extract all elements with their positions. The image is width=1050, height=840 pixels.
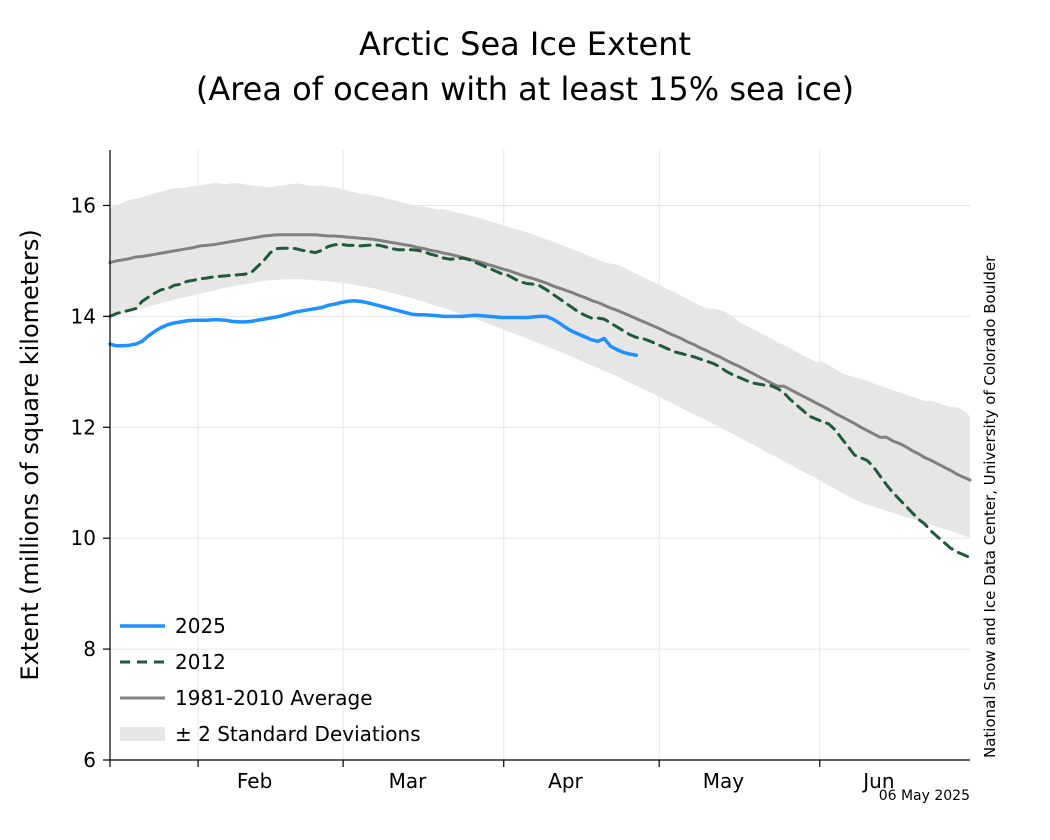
- legend-swatch-band: [120, 727, 165, 741]
- credit-text: National Snow and Ice Data Center, Unive…: [981, 255, 999, 758]
- y-tick-label: 14: [71, 304, 96, 328]
- y-tick-label: 16: [71, 193, 96, 217]
- y-tick-label: 10: [71, 526, 96, 550]
- y-tick-label: 12: [71, 415, 96, 439]
- legend-label: 2025: [175, 614, 226, 638]
- chart-svg: 6810121416FebMarAprMayJunExtent (million…: [0, 0, 1050, 840]
- x-tick-label: Feb: [237, 769, 272, 793]
- x-tick-label: May: [703, 769, 745, 793]
- x-tick-label: Mar: [389, 769, 428, 793]
- y-axis-label: Extent (millions of square kilometers): [16, 229, 44, 680]
- y-tick-label: 8: [83, 637, 96, 661]
- legend-label: 2012: [175, 650, 226, 674]
- chart-title-line1: Arctic Sea Ice Extent: [359, 25, 691, 63]
- chart-container: 6810121416FebMarAprMayJunExtent (million…: [0, 0, 1050, 840]
- chart-title-line2: (Area of ocean with at least 15% sea ice…: [196, 70, 854, 108]
- x-tick-label: Apr: [548, 769, 583, 793]
- date-stamp: 06 May 2025: [879, 788, 970, 804]
- legend-label: 1981-2010 Average: [175, 686, 373, 710]
- legend-label: ± 2 Standard Deviations: [175, 722, 421, 746]
- y-tick-label: 6: [83, 748, 96, 772]
